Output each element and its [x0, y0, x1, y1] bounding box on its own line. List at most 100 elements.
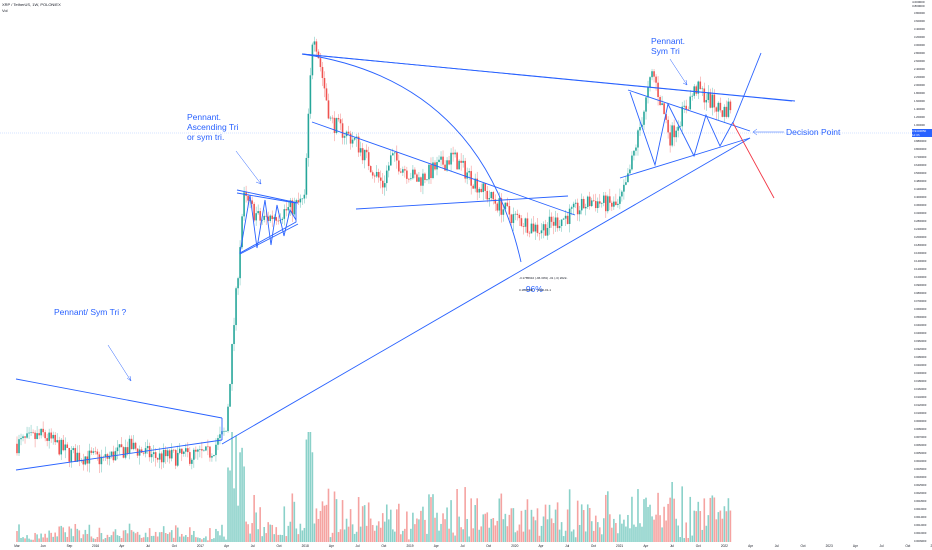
volume-bar [657, 492, 659, 542]
volume-bar [96, 537, 99, 542]
candle-body [156, 457, 159, 460]
volume-bar [651, 516, 653, 542]
candle-body [54, 434, 56, 443]
volume-bar [554, 509, 557, 542]
candle-body [325, 88, 328, 101]
candle-body [518, 214, 521, 219]
candle-body [713, 94, 716, 108]
candle-body [673, 125, 675, 138]
volume-bar [619, 514, 621, 542]
price-tick-label: 0.0035000 [914, 467, 927, 471]
time-tick-label: Jul [775, 544, 779, 548]
volume-bar [215, 528, 217, 542]
top-axis-tag: 4.000000 3.800000 [912, 0, 932, 9]
volume-bar [385, 504, 388, 542]
volume-bar [394, 531, 396, 542]
candle-body [438, 159, 440, 163]
candle-body [158, 453, 161, 460]
candle-body [201, 449, 203, 451]
candle-body [152, 452, 155, 455]
candle-body [321, 67, 324, 78]
candle-body [532, 223, 535, 232]
price-tick-label: 0.0009000 [914, 539, 927, 543]
candle-body [653, 71, 655, 77]
candle-body [387, 165, 390, 171]
volume-bar [418, 519, 420, 542]
candle-body [520, 218, 523, 227]
candle-body [490, 192, 493, 199]
candle-body [695, 86, 698, 94]
volume-bar [476, 498, 479, 542]
candle-body [681, 106, 683, 127]
volume-bar [590, 521, 593, 542]
volume-bar [594, 515, 597, 542]
candle-body [100, 456, 103, 465]
candle-body [550, 216, 553, 222]
volume-bar [639, 523, 641, 542]
price-tick-label: 0.0070000 [914, 435, 927, 439]
candle-body [460, 160, 462, 163]
candle-body [249, 200, 251, 202]
volume-bar [550, 518, 553, 542]
time-tick-label: Jul [565, 544, 569, 548]
candle-body [379, 177, 382, 181]
volume-bar [552, 523, 555, 542]
volume-bar [263, 527, 265, 542]
time-tick-label: Jul [356, 544, 360, 548]
price-tick-label: 0.1400000 [914, 259, 927, 263]
candle-body [556, 217, 559, 229]
candle-body [251, 200, 253, 204]
candle-body [546, 227, 549, 236]
candle-body [534, 224, 537, 232]
candle-body [154, 452, 157, 458]
candle-body [466, 172, 468, 179]
volume-bar [603, 518, 605, 542]
candle-body [564, 215, 567, 219]
time-tick-label: 2024 [930, 544, 932, 548]
candle-body [371, 172, 374, 176]
measure-label: -3.1785910 (-96.30%) -31 (-3) 2022- 0.10… [519, 268, 567, 296]
candle-body [309, 75, 312, 114]
volume-bar [398, 503, 400, 542]
candle-body [128, 438, 131, 454]
volume-bar [18, 524, 20, 542]
candle-body [596, 201, 599, 209]
candle-body [484, 183, 487, 191]
volume-bar [30, 539, 32, 542]
candle-body [319, 58, 322, 68]
symbol-title[interactable]: XRP / TetherUS, 1W, POLONIEX [2, 2, 61, 7]
candle-body [243, 192, 245, 217]
volume-bar [689, 496, 692, 542]
volume-bar [102, 539, 105, 542]
price-tick-label: 3.200000 [914, 35, 925, 39]
volume-bar [136, 531, 139, 542]
volume-bar [558, 529, 561, 542]
candle-body [132, 442, 135, 450]
time-tick-label: Sep [67, 544, 73, 548]
volume-bar [727, 498, 730, 542]
volume-bar [233, 488, 235, 542]
volume-bar [62, 527, 65, 542]
volume-bar [428, 494, 430, 542]
candle-body [452, 152, 454, 155]
candle-body [542, 224, 545, 231]
candle-body [199, 449, 201, 450]
candle-body [46, 438, 48, 441]
candle-body [297, 200, 300, 203]
candle-body [170, 449, 173, 459]
candle-body [615, 201, 617, 205]
volume-bar [448, 528, 450, 542]
volume-bar [321, 501, 324, 542]
price-tick-label: 0.0360000 [914, 339, 927, 343]
candle-body [655, 76, 657, 83]
volume-bar [315, 508, 318, 542]
candle-body [289, 200, 292, 208]
candle-body [482, 183, 485, 193]
volume-bar [349, 509, 352, 542]
candle-body [665, 114, 667, 120]
trendline [236, 189, 299, 204]
candle-body [526, 218, 529, 233]
candle-body [651, 71, 653, 78]
arc [301, 53, 522, 263]
candle-body [281, 218, 284, 221]
